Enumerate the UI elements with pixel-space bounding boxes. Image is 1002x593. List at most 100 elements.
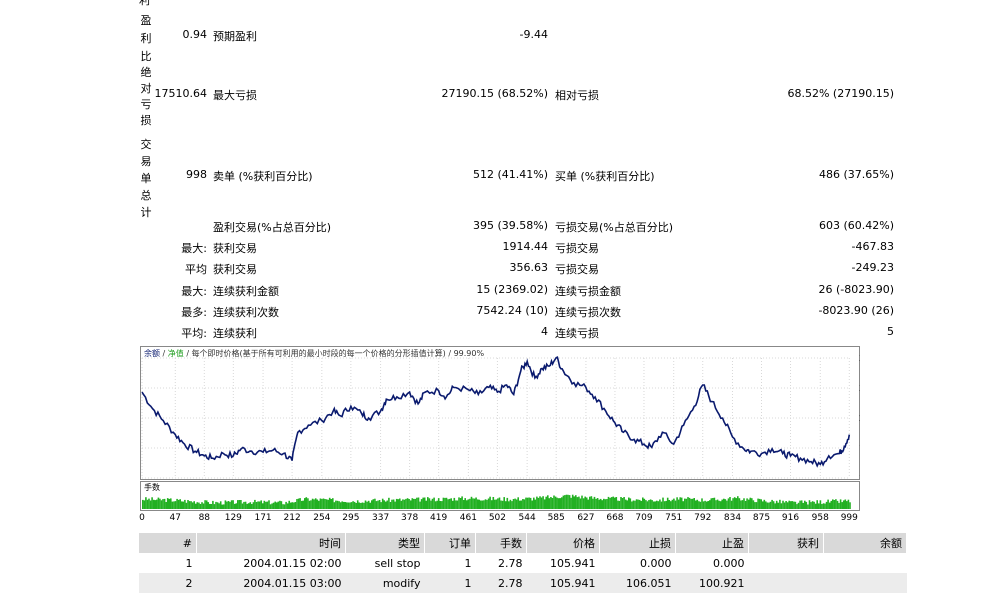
- volume-bar: [791, 501, 794, 509]
- volume-bar: [533, 497, 535, 509]
- volume-bar: [213, 504, 216, 509]
- volume-bar: [671, 499, 674, 509]
- volume-bar: [618, 500, 621, 509]
- volume-bar: [550, 497, 552, 509]
- volume-bar: [670, 501, 672, 509]
- col-header-index[interactable]: #: [139, 533, 197, 553]
- x-tick-label: 875: [752, 513, 771, 523]
- col-header-time[interactable]: 时间: [196, 533, 346, 553]
- volume-bar: [151, 497, 153, 509]
- volume-bar: [297, 498, 300, 509]
- volume-bar: [518, 500, 521, 509]
- volume-bar: [363, 502, 365, 509]
- volume-bar: [825, 501, 828, 509]
- volume-bar: [342, 501, 345, 509]
- cell-type: sell stop: [374, 556, 421, 570]
- volume-bar: [380, 502, 382, 509]
- volume-bar: [707, 501, 709, 509]
- col-header-price[interactable]: 价格: [526, 533, 600, 553]
- col-header-lots[interactable]: 手数: [475, 533, 527, 553]
- volume-bar: [704, 500, 706, 509]
- table-row[interactable]: 2 2004.01.15 03:00 modify 1 2.78 105.941…: [139, 573, 907, 593]
- volume-bar: [243, 501, 245, 509]
- volume-bar: [486, 499, 488, 509]
- table-row[interactable]: 1 2004.01.15 02:00 sell stop 1 2.78 105.…: [139, 553, 907, 573]
- volume-bar: [397, 499, 399, 509]
- volume-bar: [732, 498, 734, 509]
- volume-bar: [230, 500, 233, 509]
- volume-bar: [699, 501, 702, 509]
- col-header-order[interactable]: 订单: [424, 533, 476, 553]
- volume-bar: [364, 500, 367, 509]
- volume-bar: [434, 501, 437, 509]
- volume-bar: [212, 500, 214, 509]
- volume-bar: [609, 497, 611, 509]
- col-header-balance[interactable]: 余额: [823, 533, 907, 553]
- max-drawdown-label: 最大亏损: [213, 89, 257, 102]
- volume-bar: [371, 500, 373, 509]
- volume-bar: [184, 499, 186, 509]
- volume-bar: [679, 497, 681, 509]
- volume-bar: [790, 501, 792, 509]
- volume-bar: [573, 496, 576, 509]
- cell-profit: [748, 573, 824, 593]
- volume-bar: [517, 497, 519, 509]
- volume-bar: [677, 499, 680, 509]
- x-tick-label: 834: [723, 513, 742, 523]
- volume-bar: [290, 502, 292, 509]
- volume-bar: [328, 497, 331, 509]
- volume-bar: [529, 497, 532, 509]
- col-header-stop-loss[interactable]: 止损: [599, 533, 676, 553]
- col-header-type[interactable]: 类型: [345, 533, 425, 553]
- volume-bar: [811, 501, 814, 509]
- volume-bar: [430, 500, 432, 509]
- volume-bar: [810, 502, 812, 509]
- volume-bar: [849, 502, 851, 509]
- volume-bar: [378, 500, 381, 509]
- volume-bar: [300, 500, 303, 509]
- volume-bar: [674, 500, 677, 509]
- volume-bar: [182, 501, 185, 509]
- balance-series-line: [141, 356, 851, 468]
- volume-bar: [327, 499, 329, 509]
- volume-bar: [330, 499, 333, 509]
- volume-bar: [302, 500, 304, 509]
- stats-cut-top-label: 利: [139, 0, 150, 7]
- y-tick-label: 17670: [859, 444, 860, 453]
- volume-bar: [254, 499, 256, 509]
- volume-bar: [568, 495, 571, 509]
- volume-bar: [282, 504, 284, 509]
- volume-bar: [307, 498, 309, 509]
- volume-bar: [400, 500, 403, 509]
- volume-bar: [740, 500, 742, 509]
- volume-bar: [509, 499, 512, 509]
- volume-bar: [420, 499, 423, 509]
- volume-bar: [772, 501, 775, 509]
- volume-bar: [336, 500, 339, 509]
- volume-bar: [775, 500, 778, 509]
- volume-bar: [324, 499, 326, 509]
- volume-bar: [216, 502, 219, 509]
- volume-bar: [386, 500, 389, 509]
- volume-bar: [701, 498, 703, 509]
- chart-legend: 余额 / 净值 / 每个即时价格(基于所有可利用的最小时段的每一个价格的分形插值…: [144, 348, 484, 358]
- volume-bar: [556, 497, 558, 509]
- short-positions-value: 512 (41.41%): [472, 168, 548, 181]
- volume-bar: [177, 499, 180, 509]
- volume-bar: [694, 500, 697, 509]
- volume-bar: [645, 500, 647, 509]
- volume-bar: [235, 503, 238, 509]
- x-tick-label: 585: [547, 513, 565, 523]
- volume-bar: [534, 499, 537, 509]
- volume-bar: [785, 501, 787, 509]
- volume-bar: [142, 499, 144, 509]
- volume-bar: [737, 496, 739, 509]
- col-header-take-profit[interactable]: 止盈: [675, 533, 749, 553]
- volume-bar: [402, 499, 404, 509]
- col-header-profit[interactable]: 获利: [748, 533, 824, 553]
- x-tick-label: 544: [518, 513, 536, 523]
- volume-bar: [188, 501, 191, 509]
- volume-bar: [266, 501, 269, 509]
- volume-bar: [847, 499, 850, 509]
- volume-bar: [766, 502, 769, 509]
